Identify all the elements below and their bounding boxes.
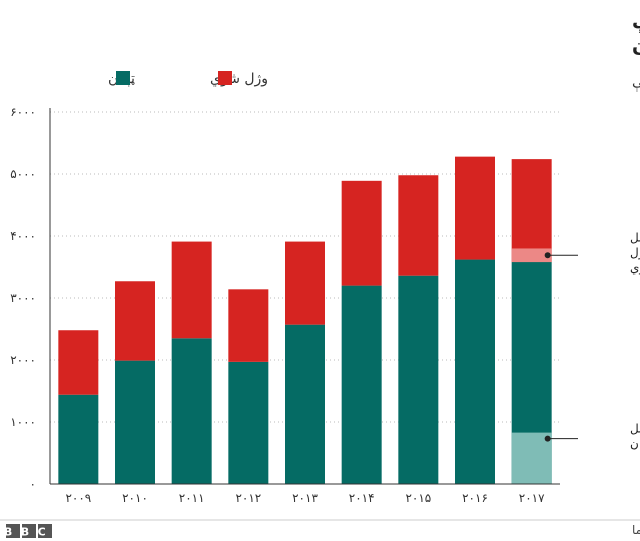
x-tick-label: ۲۰۱۲ bbox=[235, 491, 261, 505]
bar-killed bbox=[511, 159, 552, 263]
bbc-brand-text: BBC bbox=[4, 526, 54, 539]
annotation-killed-text: کابل bbox=[630, 230, 640, 244]
x-axis: ۲۰۰۹ ۲۰۱۰ ۲۰۱۱ ۲۰۱۲ ۲۰۱۳ ۲۰۱۴ ۲۰۱۵ ۲۰۱۶ ۲۰۱۷ bbox=[50, 483, 560, 505]
x-tick-label: ۲۰۱۷ bbox=[519, 491, 545, 505]
y-tick-label: ۱۰۰۰ bbox=[10, 415, 36, 429]
bar-injured bbox=[398, 275, 439, 484]
x-tick-label: ۲۰۱۱ bbox=[179, 491, 205, 505]
bar-killed bbox=[228, 289, 269, 362]
legend: ټپيانوژل شوي bbox=[108, 71, 268, 87]
legend-swatch-killed bbox=[218, 71, 232, 85]
bar-killed bbox=[285, 241, 325, 325]
chart-subtitle: د جنوری، له ۱ د جون تر ۳۰ موده کې bbox=[632, 74, 640, 92]
bar-killed bbox=[398, 175, 439, 276]
bar-killed bbox=[58, 330, 99, 395]
y-tick-label: ۳۰۰۰ bbox=[10, 291, 36, 305]
bbc-logo: BBC bbox=[4, 524, 54, 539]
legend-swatch-injured bbox=[116, 71, 130, 85]
x-tick-label: ۲۰۱۶ bbox=[462, 491, 488, 505]
bar-injured bbox=[455, 259, 495, 484]
chart-title-line-2: وژل شوي او ټپي شوي ولسي وګړي او پوځيان bbox=[632, 35, 640, 58]
annotation-injured-text: کابل bbox=[630, 422, 640, 436]
bar-injured bbox=[171, 338, 212, 484]
annotation-killed-text: شوي bbox=[630, 260, 640, 275]
bar-injured bbox=[285, 324, 325, 484]
y-axis: ۰ ۱۰۰۰ ۲۰۰۰ ۳۰۰۰ ۴۰۰۰ ۵۰۰۰ ۶۰۰۰ bbox=[10, 105, 51, 491]
annotation-injured-text: کې: ۸۲۹ ټپيان bbox=[630, 437, 640, 453]
y-tick-label: ۲۰۰۰ bbox=[10, 353, 36, 367]
bar-injured bbox=[58, 394, 99, 484]
y-tick-label: ۵۰۰۰ bbox=[10, 167, 36, 181]
x-tick-label: ۲۰۱۴ bbox=[349, 491, 375, 505]
y-tick-label: ۶۰۰۰ bbox=[10, 105, 36, 119]
x-tick-label: ۲۰۱۳ bbox=[292, 491, 318, 505]
source-note: سرچينه: يوناما bbox=[632, 523, 640, 538]
bar-injured-kabul bbox=[511, 432, 552, 484]
bars bbox=[58, 156, 552, 484]
bar-injured bbox=[115, 360, 155, 484]
bar-killed bbox=[171, 241, 212, 339]
y-tick-label: ۴۰۰۰ bbox=[10, 229, 36, 243]
y-tick-label: ۰ bbox=[30, 477, 36, 491]
annotation-killed-text: کې: ۲۱۹ وژل bbox=[630, 245, 640, 261]
chart-title-line-1: د ۲۰۰۹ او ۲۰۱۷ کلونو ترمنځ افغانستان کې bbox=[632, 9, 640, 34]
annotations: کابلکې: ۲۱۹ وژلشويکابلکې: ۸۲۹ ټپيان bbox=[544, 230, 640, 453]
x-tick-label: ۲۰۰۹ bbox=[65, 491, 91, 505]
bar-injured bbox=[228, 361, 269, 484]
bar-injured bbox=[341, 285, 382, 484]
x-tick-label: ۲۰۱۵ bbox=[405, 491, 431, 505]
bar-killed bbox=[115, 281, 155, 361]
bar-killed-kabul bbox=[511, 248, 552, 263]
bar-killed bbox=[341, 180, 382, 286]
x-tick-label: ۲۰۱۰ bbox=[122, 491, 148, 505]
bar-killed bbox=[455, 156, 495, 260]
